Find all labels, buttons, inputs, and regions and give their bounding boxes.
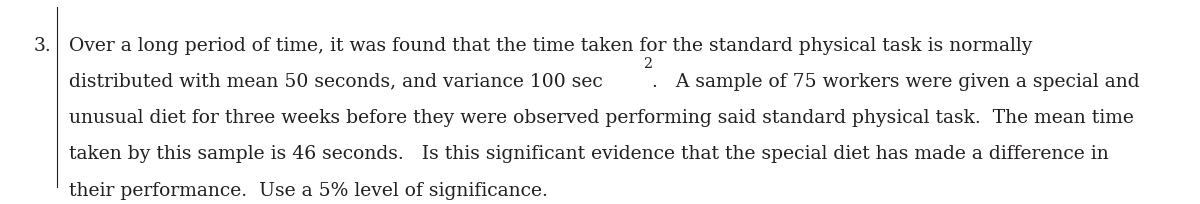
Text: .   A sample of 75 workers were given a special and: . A sample of 75 workers were given a sp…	[653, 73, 1140, 91]
Text: Over a long period of time, it was found that the time taken for the standard ph: Over a long period of time, it was found…	[70, 37, 1033, 55]
Text: taken by this sample is 46 seconds.   Is this significant evidence that the spec: taken by this sample is 46 seconds. Is t…	[70, 145, 1109, 163]
Text: their performance.  Use a 5% level of significance.: their performance. Use a 5% level of sig…	[70, 182, 548, 200]
Text: unusual diet for three weeks before they were observed performing said standard : unusual diet for three weeks before they…	[70, 109, 1134, 127]
Text: 3.: 3.	[34, 37, 52, 55]
Text: distributed with mean 50 seconds, and variance 100 sec: distributed with mean 50 seconds, and va…	[70, 73, 604, 91]
Text: 2: 2	[643, 57, 652, 71]
